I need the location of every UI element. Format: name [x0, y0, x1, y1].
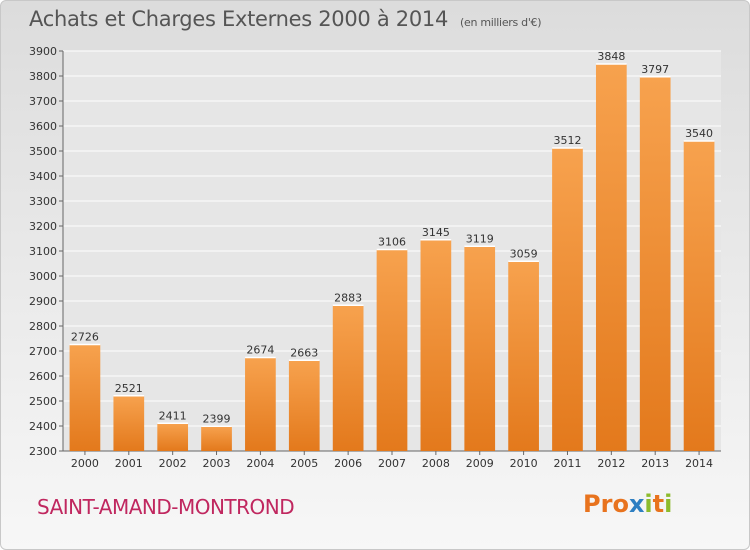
bar [245, 357, 276, 451]
x-tick-label: 2003 [203, 457, 231, 470]
data-label: 2663 [290, 346, 318, 359]
data-label: 3540 [685, 127, 713, 140]
y-tick-label: 2500 [29, 395, 57, 408]
y-tick-label: 3100 [29, 245, 57, 258]
y-tick-label: 3500 [29, 145, 57, 158]
bar [157, 423, 189, 451]
data-label: 3106 [378, 236, 406, 249]
y-tick-label: 3200 [29, 220, 57, 233]
x-tick-label: 2007 [378, 457, 406, 470]
bar [420, 239, 452, 451]
logo-letter: o [612, 490, 629, 518]
data-label: 3145 [422, 226, 450, 239]
data-label: 2411 [159, 409, 187, 422]
bar [288, 360, 320, 451]
x-tick-label: 2005 [290, 457, 318, 470]
chart-subtitle: (en milliers d'€) [460, 16, 542, 29]
x-tick-label: 2013 [641, 457, 669, 470]
y-tick-label: 3900 [29, 45, 57, 58]
chart-title-text: Achats et Charges Externes 2000 à 2014 [29, 7, 449, 31]
x-tick-label: 2004 [246, 457, 274, 470]
bar [332, 305, 364, 451]
proxiti-logo: Proxiti [583, 490, 672, 518]
bar [508, 261, 539, 451]
y-tick-label: 3400 [29, 170, 57, 183]
data-label: 3059 [510, 247, 538, 260]
data-label: 2883 [334, 291, 362, 304]
y-tick-label: 2800 [29, 320, 57, 333]
y-tick-label: 2600 [29, 370, 57, 383]
data-label: 3119 [466, 232, 494, 245]
commune-name: SAINT-AMAND-MONTROND [37, 495, 295, 519]
data-label: 3797 [641, 63, 669, 76]
bar [464, 246, 496, 451]
bar [595, 64, 627, 451]
bar [69, 344, 101, 451]
y-tick-label: 3000 [29, 270, 57, 283]
data-label: 3512 [553, 134, 581, 147]
x-tick-label: 2009 [466, 457, 494, 470]
logo-letter: P [583, 490, 601, 518]
y-tick-label: 3300 [29, 195, 57, 208]
logo-letter: t [652, 490, 665, 518]
y-tick-label: 2900 [29, 295, 57, 308]
x-tick-label: 2000 [71, 457, 99, 470]
x-tick-label: 2011 [553, 457, 581, 470]
x-tick-label: 2012 [597, 457, 625, 470]
bar [113, 395, 145, 451]
bar [376, 249, 408, 451]
y-tick-label: 2700 [29, 345, 57, 358]
logo-letter: i [664, 490, 673, 518]
data-label: 3848 [597, 50, 625, 63]
logo-letter: i [644, 490, 653, 518]
x-tick-label: 2014 [685, 457, 713, 470]
x-tick-label: 2001 [115, 457, 143, 470]
bar [639, 76, 671, 451]
x-tick-label: 2006 [334, 457, 362, 470]
chart-title: Achats et Charges Externes 2000 à 2014 (e… [29, 7, 542, 31]
bar [683, 141, 715, 451]
x-tick-label: 2008 [422, 457, 450, 470]
y-tick-label: 2300 [29, 445, 57, 458]
x-tick-label: 2002 [159, 457, 187, 470]
data-label: 2674 [246, 344, 274, 357]
y-tick-label: 3700 [29, 95, 57, 108]
logo-letter: x [628, 490, 645, 518]
y-tick-label: 2400 [29, 420, 57, 433]
x-tick-label: 2010 [510, 457, 538, 470]
y-tick-label: 3800 [29, 70, 57, 83]
data-label: 2521 [115, 382, 143, 395]
data-label: 2399 [203, 412, 231, 425]
bar [201, 426, 232, 451]
y-tick-label: 3600 [29, 120, 57, 133]
logo-letter: r [600, 490, 613, 518]
data-label: 2726 [71, 331, 99, 344]
bar [552, 148, 583, 451]
